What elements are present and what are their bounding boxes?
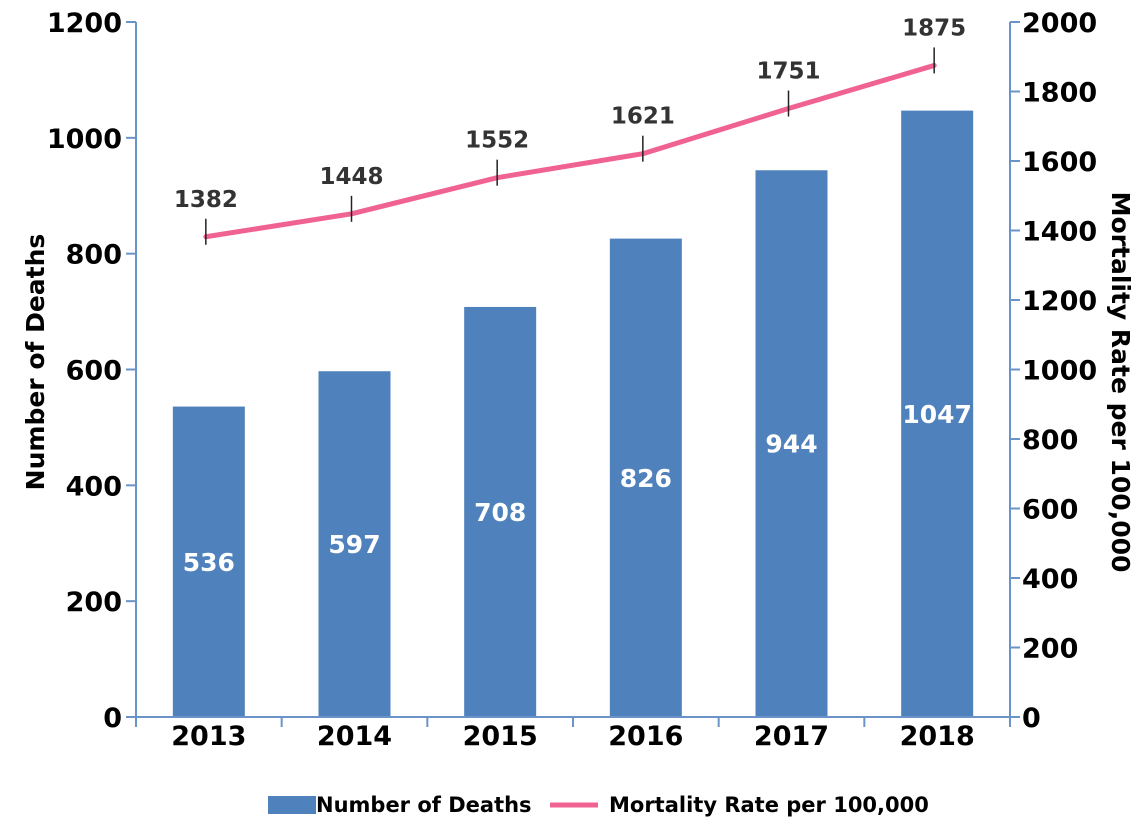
mortality-line [203, 62, 937, 240]
line-data-label: 1382 [174, 187, 238, 213]
right-axis: 0 200 400 600 800 1000 1200 1400 1600 1800 2000 [1009, 8, 1097, 734]
bar [609, 238, 682, 717]
x-tick-label: 2015 [463, 721, 538, 752]
bar-data-label: 597 [328, 530, 380, 559]
right-tick-label: 800 [1022, 425, 1078, 456]
line-data-label: 1875 [902, 15, 966, 41]
left-tick-label: 1000 [47, 124, 122, 155]
right-tick-label: 1000 [1022, 356, 1097, 387]
bar-data-label: 1047 [902, 400, 972, 429]
legend-swatch-deaths [268, 796, 316, 814]
line-layer: 1382 1448 1552 1621 1751 1875 [174, 15, 966, 245]
left-tick-label: 200 [66, 587, 122, 618]
bar [318, 371, 391, 717]
right-tick-label: 1200 [1022, 286, 1097, 317]
line-data-label: 1552 [465, 128, 529, 154]
right-tick-label: 400 [1022, 564, 1078, 595]
legend-label-mortality: Mortality Rate per 100,000 [609, 793, 929, 817]
right-tick-label: 1600 [1022, 147, 1097, 178]
bar [172, 406, 245, 717]
bar-data-label: 708 [474, 498, 526, 527]
right-tick-label: 600 [1022, 495, 1078, 526]
line-data-label: 1448 [319, 164, 383, 190]
x-tick-label: 2017 [754, 721, 829, 752]
right-tick-label: 0 [1022, 703, 1041, 734]
left-tick-label: 0 [103, 703, 122, 734]
left-tick-label: 800 [66, 240, 122, 271]
bar-data-label: 826 [620, 464, 672, 493]
bar-data-label: 944 [765, 430, 817, 459]
x-tick-label: 2016 [608, 721, 683, 752]
y2-axis-title: Mortality Rate per 100,000 [1106, 192, 1135, 573]
bar [464, 306, 537, 717]
left-tick-label: 1200 [47, 8, 122, 39]
bar [901, 110, 974, 718]
x-tick-label: 2018 [900, 721, 975, 752]
right-tick-label: 2000 [1022, 8, 1097, 39]
x-tick-label: 2014 [317, 721, 392, 752]
left-tick-label: 600 [66, 356, 122, 387]
right-tick-label: 1400 [1022, 217, 1097, 248]
bars-layer: 536 597 708 826 944 1047 [172, 110, 974, 718]
x-axis: 2013 2014 2015 2016 2017 2018 [135, 716, 1011, 752]
legend-label-deaths: Number of Deaths [316, 793, 532, 817]
line-data-label: 1751 [756, 59, 820, 85]
legend: Number of Deaths Mortality Rate per 100,… [268, 793, 929, 817]
line-data-label: 1621 [611, 104, 675, 130]
left-tick-label: 400 [66, 471, 122, 502]
bar [755, 170, 828, 717]
x-tick-label: 2013 [171, 721, 246, 752]
y-axis-title: Number of Deaths [21, 234, 50, 491]
bar-data-label: 536 [183, 548, 235, 577]
right-tick-label: 200 [1022, 634, 1078, 665]
left-axis: 0 200 400 600 800 1000 1200 [47, 8, 137, 734]
right-tick-label: 1800 [1022, 78, 1097, 109]
